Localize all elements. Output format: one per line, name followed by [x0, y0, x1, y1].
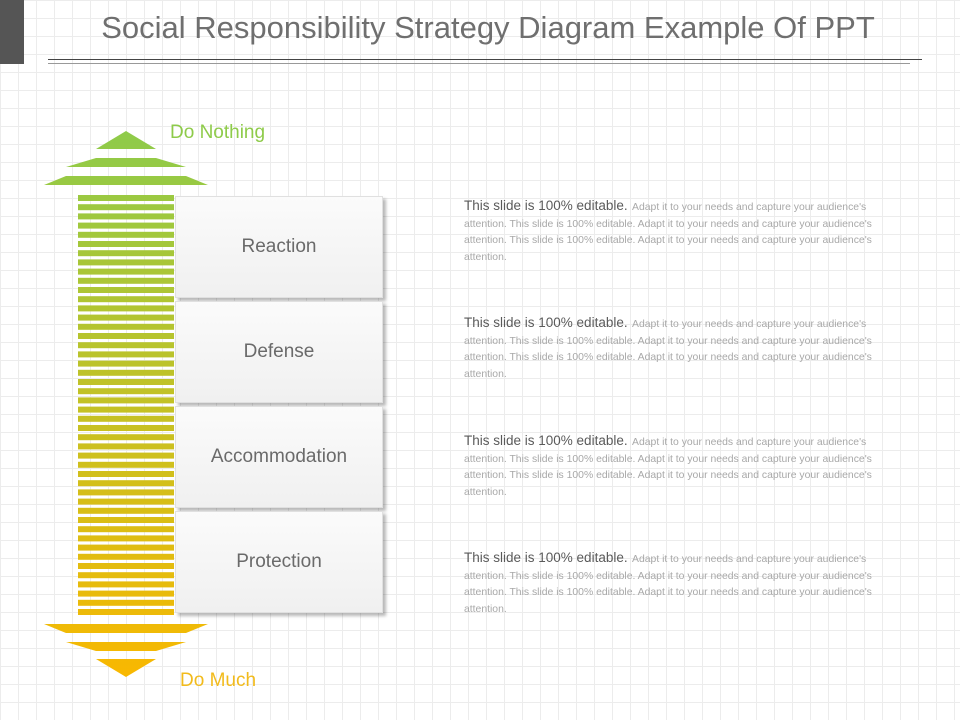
arrow-shaft-stripe [78, 314, 174, 321]
arrow-shaft-stripe [78, 452, 174, 459]
arrow-shaft-stripe [78, 287, 174, 293]
arrow-shaft-stripe [78, 526, 174, 533]
title-underline-secondary [48, 63, 910, 64]
description-body: Adapt it to your needs and capture your … [464, 202, 872, 263]
stage-label: Accommodation [210, 446, 348, 467]
arrow-shaft-stripe [78, 563, 174, 569]
arrow-shaft-stripe [78, 480, 174, 487]
arrow-shaft-stripe [78, 231, 174, 238]
arrow-shaft-stripe [78, 250, 174, 257]
arrow-shaft-stripe [78, 581, 174, 588]
arrow-shaft-stripe [78, 599, 174, 606]
arrow-shaft-stripe [78, 369, 174, 376]
description-lead: This slide is 100% editable. [464, 433, 628, 448]
stage-panel-protection: Protection [175, 511, 383, 613]
corner-accent-block [0, 0, 24, 64]
stage-label: Reaction [241, 236, 317, 257]
arrowhead-bottom-band [44, 624, 208, 633]
arrow-shaft-stripe [78, 388, 174, 395]
arrow-shaft-stripe [78, 195, 174, 201]
arrow-shaft-stripe [78, 222, 174, 229]
arrow-shaft-stripe [78, 489, 174, 496]
arrowhead-bottom-tip [96, 659, 156, 677]
arrow-shaft-stripe [78, 434, 174, 441]
arrow-shaft-stripe [78, 553, 174, 560]
top-label-do-nothing: Do Nothing [170, 122, 266, 143]
arrow-shaft-stripe [78, 351, 174, 358]
arrow-shaft-stripe [78, 443, 174, 450]
arrow-shaft-stripe [78, 333, 174, 339]
stage-label: Protection [236, 551, 322, 572]
arrow-shaft-stripe [78, 360, 174, 367]
description-lead: This slide is 100% editable. [464, 198, 628, 213]
bottom-label-do-much: Do Much [180, 670, 257, 691]
stage-description: This slide is 100% editable. Adapt it to… [464, 198, 882, 265]
stage-description: This slide is 100% editable. Adapt it to… [464, 433, 882, 500]
arrow-shaft-stripe [78, 342, 174, 349]
arrow-shaft-stripe [78, 415, 174, 422]
arrow-shaft-stripe [78, 535, 174, 542]
arrow-shaft-stripe [78, 397, 174, 404]
description-body: Adapt it to your needs and capture your … [464, 319, 872, 380]
title-underline [48, 59, 922, 60]
stage-description: This slide is 100% editable. Adapt it to… [464, 315, 882, 382]
arrow-shaft-stripe [78, 268, 174, 275]
arrow-shaft-stripe [78, 544, 174, 551]
arrow-shaft-stripe [78, 471, 174, 477]
arrow-shaft-stripe [78, 277, 174, 284]
slide-title: Social Responsibility Strategy Diagram E… [101, 10, 875, 45]
arrowhead-bottom-band [66, 642, 186, 651]
arrow-shaft-stripe [78, 609, 174, 615]
arrow-shaft-stripe [78, 379, 174, 385]
arrow-shaft-stripe [78, 507, 174, 514]
stage-label: Defense [243, 341, 315, 362]
arrow-shaft-stripe [78, 517, 174, 523]
description-lead: This slide is 100% editable. [464, 315, 628, 330]
arrow-shaft-stripe [78, 213, 174, 220]
arrow-shaft-stripe [78, 461, 174, 468]
stage-description: This slide is 100% editable. Adapt it to… [464, 550, 882, 617]
stage-panel-defense: Defense [175, 301, 383, 403]
arrow-shaft-stripe [78, 590, 174, 597]
arrowhead-top-band [44, 176, 208, 185]
description-body: Adapt it to your needs and capture your … [464, 554, 872, 615]
arrow-shaft-stripe [78, 406, 174, 413]
arrow-shaft-stripe [78, 323, 174, 330]
arrow-shaft-stripe [78, 296, 174, 303]
arrowhead-top-band [66, 158, 186, 167]
description-body: Adapt it to your needs and capture your … [464, 437, 872, 498]
arrow-shaft-stripe [78, 241, 174, 247]
arrow-shaft-stripe [78, 572, 174, 579]
stage-panel-reaction: Reaction [175, 196, 383, 298]
description-lead: This slide is 100% editable. [464, 550, 628, 565]
stage-panel-accommodation: Accommodation [175, 406, 383, 508]
arrowhead-top-tip [96, 131, 156, 149]
arrow-shaft-stripe [78, 425, 174, 431]
arrow-shaft-stripe [78, 204, 174, 211]
arrow-shaft-stripe [78, 305, 174, 312]
arrow-shaft-stripe [78, 259, 174, 266]
arrow-shaft-stripe [78, 498, 174, 505]
